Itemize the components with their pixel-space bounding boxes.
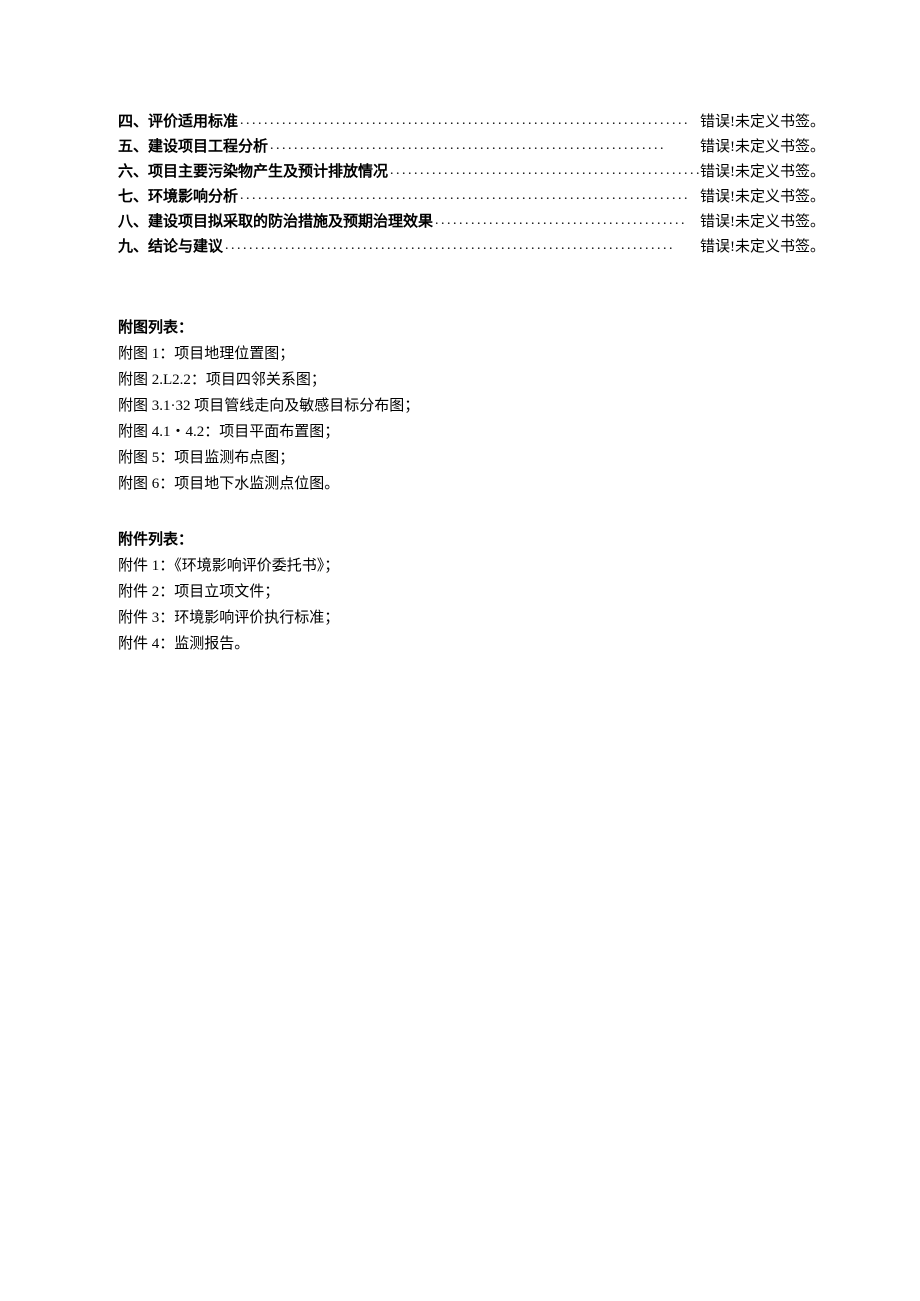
toc-entry: 八、建设项目拟采取的防治措施及预期治理效果 ..................… <box>118 210 825 235</box>
toc-entry: 七、环境影响分析 ...............................… <box>118 185 825 210</box>
attachments-heading: 附件列表： <box>118 527 825 553</box>
figure-item: 附图 4.1・4.2：项目平面布置图； <box>118 419 825 445</box>
toc-leader-dots: ........................................… <box>238 183 700 208</box>
toc-page-ref: 错误!未定义书签。 <box>700 235 825 260</box>
toc-page-ref: 错误!未定义书签。 <box>700 210 825 235</box>
toc-title: 九、结论与建议 <box>118 235 223 260</box>
toc-entry: 九、结论与建议 ................................… <box>118 235 825 260</box>
figure-item: 附图 6：项目地下水监测点位图。 <box>118 471 825 497</box>
attachments-list-section: 附件列表： 附件 1：《环境影响评价委托书》； 附件 2：项目立项文件； 附件 … <box>118 527 825 657</box>
figures-list-section: 附图列表： 附图 1：项目地理位置图； 附图 2.L2.2：项目四邻关系图； 附… <box>118 315 825 497</box>
attachment-item: 附件 1：《环境影响评价委托书》； <box>118 553 825 579</box>
attachment-item: 附件 2：项目立项文件； <box>118 579 825 605</box>
figure-item: 附图 5：项目监测布点图； <box>118 445 825 471</box>
toc-leader-dots: ........................................… <box>223 233 700 258</box>
toc-title: 四、评价适用标准 <box>118 110 238 135</box>
toc-leader-dots: ........................................… <box>268 133 700 158</box>
toc-leader-dots: ........................................… <box>238 108 700 133</box>
figure-item: 附图 2.L2.2：项目四邻关系图； <box>118 367 825 393</box>
toc-page-ref: 错误!未定义书签。 <box>700 135 825 160</box>
figure-item: 附图 3.1·32 项目管线走向及敏感目标分布图； <box>118 393 825 419</box>
attachment-item: 附件 4：监测报告。 <box>118 631 825 657</box>
toc-page-ref: 错误!未定义书签。 <box>700 185 825 210</box>
toc-title: 五、建设项目工程分析 <box>118 135 268 160</box>
toc-title: 八、建设项目拟采取的防治措施及预期治理效果 <box>118 210 433 235</box>
toc-leader-dots: ........................................… <box>433 208 700 233</box>
figure-item: 附图 1：项目地理位置图； <box>118 341 825 367</box>
toc-entry: 六、项目主要污染物产生及预计排放情况 .....................… <box>118 160 825 185</box>
toc-title: 六、项目主要污染物产生及预计排放情况 <box>118 160 388 185</box>
toc-page-ref: 错误!未定义书签。 <box>700 110 825 135</box>
toc-entry: 四、评价适用标准 ...............................… <box>118 110 825 135</box>
toc-title: 七、环境影响分析 <box>118 185 238 210</box>
toc-page-ref: 错误!未定义书签。 <box>700 160 825 185</box>
attachment-item: 附件 3：环境影响评价执行标准； <box>118 605 825 631</box>
figures-heading: 附图列表： <box>118 315 825 341</box>
toc-leader-dots: ........................................… <box>388 158 700 183</box>
table-of-contents: 四、评价适用标准 ...............................… <box>118 110 825 260</box>
toc-entry: 五、建设项目工程分析 .............................… <box>118 135 825 160</box>
